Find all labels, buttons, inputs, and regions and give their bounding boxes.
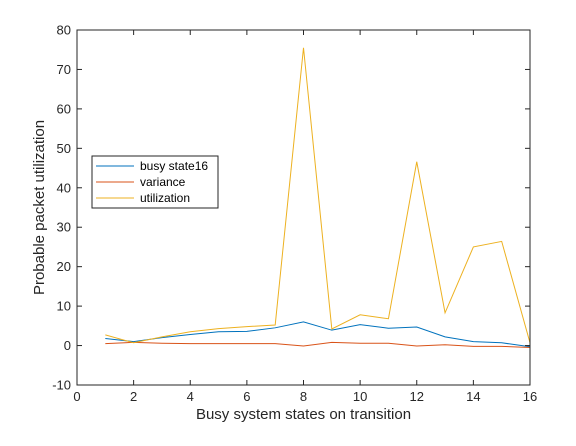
y-tick-label: 30 [57,220,71,235]
y-tick-label: 50 [57,141,71,156]
axes-layer [76,29,531,386]
series-layer [105,47,531,349]
y-tick-label: 60 [57,101,71,116]
y-tick-label: 70 [57,62,71,77]
x-tick-label: 2 [130,389,137,404]
y-axis-title: Probable packet utilization [31,120,48,295]
y-tick-label: 20 [57,259,71,274]
x-tick-label: 0 [73,389,80,404]
y-tick-label: 80 [57,23,71,38]
y-tick-label: 0 [64,338,71,353]
series-line-1 [105,321,531,348]
legend: busy state16 variance utilization [91,155,219,209]
x-tick-label: 16 [523,389,537,404]
legend-label-1: busy state16 [140,159,208,173]
x-tick-label: 4 [187,389,194,404]
legend-label-2: variance [140,175,186,189]
series-line-3 [105,47,531,344]
x-tick-label: 10 [353,389,367,404]
legend-label-3: utilization [140,191,190,205]
x-axis-title: Busy system states on transition [196,406,411,423]
y-tick-label: -10 [52,378,71,393]
x-tick-label: 14 [466,389,480,404]
x-tick-label: 6 [243,389,250,404]
x-tick-label: 8 [300,389,307,404]
x-tick-label: 12 [410,389,424,404]
y-tick-label: 40 [57,180,71,195]
y-tick-label: 10 [57,299,71,314]
series-line-2 [105,341,531,349]
